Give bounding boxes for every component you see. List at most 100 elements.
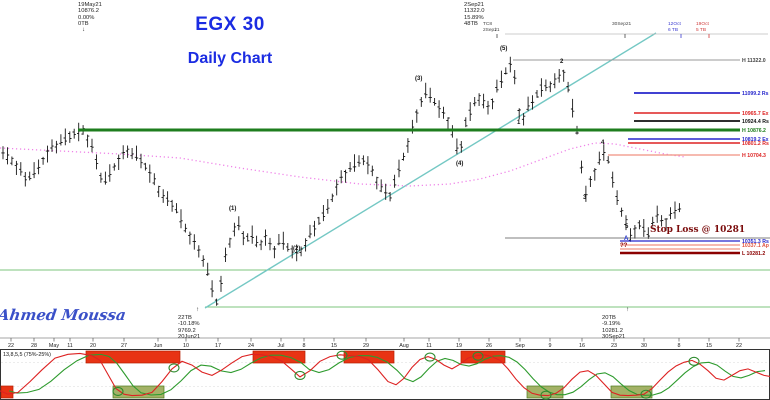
elliott-wave-label: 1 xyxy=(517,120,521,126)
stop-loss-label: Stop Loss @ 10281 xyxy=(650,225,746,235)
pivot-info-line: 10281.2 xyxy=(602,327,623,334)
pivot-info-block: 20TB -9.19% 10281.2 30Sep21 xyxy=(602,315,625,341)
stochastic-oscillator-panel[interactable]: 13,8,5,5 (75%-25%) xyxy=(0,349,770,400)
symbol-title: EGX 30 xyxy=(195,14,265,35)
axis-tick-label: Sep xyxy=(515,343,525,349)
level-label: H 10876.2 xyxy=(742,128,766,134)
elliott-wave-label: 5 xyxy=(625,224,629,230)
axis-tick-label: 30 xyxy=(641,343,647,349)
pivot-info-line: 20TB xyxy=(602,315,616,321)
pivot-info-block: 19May21 10876.2 0.00% 0TB xyxy=(78,2,102,28)
level-label: 11099.2 Rs xyxy=(742,91,769,97)
pivot-info-line: 2Sep21 xyxy=(464,2,484,8)
axis-tick-label: 11 xyxy=(426,343,432,349)
pivot-info-line: 11322.0 xyxy=(464,8,485,15)
pivot-info-block: 22TB -10.18% 9769.2 20Jun21 xyxy=(178,315,200,341)
watermark-signature: Ahmed Moussa xyxy=(0,306,128,324)
elliott-wave-label: A xyxy=(624,236,629,242)
axis-tick-label: 11 xyxy=(67,343,73,349)
pivot-info-line: -9.19% xyxy=(602,321,621,328)
pivot-info-line: 20Jun21 xyxy=(178,334,201,341)
elliott-wave-label: (5) xyxy=(500,46,508,52)
pivot-info-line: 15.89% xyxy=(464,14,484,21)
axis-tick-label: 15 xyxy=(706,343,712,349)
level-label: 10337.1 Ap xyxy=(742,243,769,249)
pivot-info-line: 10876.2 xyxy=(78,8,99,15)
green-support-lines xyxy=(0,269,770,308)
overbought-zone-box xyxy=(252,350,306,364)
axis-tick-label: 24 xyxy=(248,343,254,349)
pivot-info-line: -10.18% xyxy=(178,321,200,328)
chart-title: EGX 30 Daily Chart xyxy=(150,14,310,68)
level-label: 10801.2 Rs xyxy=(742,141,769,147)
pivot-arrow-icon: ↓ xyxy=(82,27,85,33)
crossover-circle xyxy=(472,351,484,361)
time-cycle-label: 2Sep21 xyxy=(483,27,500,33)
uptrend-line xyxy=(204,32,657,309)
pivot-info-line: 0.00% xyxy=(78,14,95,21)
level-label: 10924.4 Rs xyxy=(742,119,769,125)
oscillator-settings-label: 13,8,5,5 (75%-25%) xyxy=(3,352,51,358)
oversold-zone-box xyxy=(526,385,564,399)
axis-tick-label: 15 xyxy=(331,343,337,349)
stochastic-slow-line xyxy=(8,353,766,396)
pivot-info-line: 0TB xyxy=(78,21,89,28)
axis-tick-label: 27 xyxy=(121,343,127,349)
elliott-wave-label: (2) xyxy=(293,246,301,252)
axis-tick-label: 26 xyxy=(486,343,492,349)
moving-average-line xyxy=(0,142,686,187)
pivot-info-block: 2Sep21 11322.0 15.89% 48TB xyxy=(464,2,485,28)
timeframe-title: Daily Chart xyxy=(187,50,273,67)
price-bars xyxy=(1,56,682,306)
time-cycle-label: 5 TB xyxy=(696,27,706,33)
stochastic-fast-line xyxy=(0,352,770,397)
axis-tick-label: Jun xyxy=(154,343,163,349)
crossover-circle xyxy=(336,350,348,360)
pivot-info-line: 9769.2 xyxy=(178,327,196,334)
pivot-info-line: 48TB xyxy=(464,21,478,28)
elliott-wave-label: 4 xyxy=(601,140,605,146)
axis-tick-label: 17 xyxy=(215,343,221,349)
date-axis: 22 28 May 11 20 27 Jun 10 17 24 Jul 8 15 29 Aug 11 19 26 S… xyxy=(0,337,770,349)
elliott-wave-label: (4) xyxy=(456,161,464,167)
axis-tick-label: 20 xyxy=(90,343,96,349)
crossover-circle xyxy=(688,356,700,366)
axis-tick-label: Jul xyxy=(278,343,285,349)
axis-tick-label: 22 xyxy=(736,343,742,349)
pivot-info-line: 19May21 xyxy=(78,2,102,8)
level-label: 10351.3 Rs xyxy=(742,239,769,245)
pivot-info-line: 30Sep21 xyxy=(602,334,626,341)
level-label: H 11322.0 xyxy=(742,58,766,64)
crossover-circle xyxy=(294,370,306,380)
pivot-arrow-icon: ↑ xyxy=(196,307,199,313)
crossover-circle xyxy=(640,389,652,399)
key-levels: H 11322.0 11099.2 Rs 10965.7 Ex 10924.4 Rs H… xyxy=(78,58,770,257)
time-cycle-label: 12Oct xyxy=(668,21,681,27)
level-label: L 10281.2 xyxy=(742,251,765,257)
time-cycle-label: TC8 xyxy=(483,21,492,27)
elliott-wave-label: (3) xyxy=(415,76,423,82)
level-label: 10819.2 Ex xyxy=(742,137,769,143)
elliott-wave-label: (1) xyxy=(229,206,237,212)
elliott-wave-label: 2 xyxy=(560,59,564,65)
pivot-arrow-icon: ↓ xyxy=(494,27,497,33)
crossover-circle xyxy=(112,386,124,396)
axis-tick-label: 9 xyxy=(549,343,552,349)
axis-tick-label: 16 xyxy=(579,343,585,349)
axis-tick-label: 8 xyxy=(678,343,681,349)
level-label: 10965.7 Ex xyxy=(742,111,769,117)
elliott-wave-label: ?? xyxy=(620,243,628,249)
pivot-info-line: 22TB xyxy=(178,315,192,321)
elliott-wave-label: 3 xyxy=(583,195,587,201)
axis-tick-label: May xyxy=(49,343,59,349)
time-cycle-label: 6 TB xyxy=(668,27,678,33)
crossover-circle xyxy=(168,363,180,373)
level-label: H 10704.3 xyxy=(742,153,766,159)
axis-tick-label: 23 xyxy=(611,343,617,349)
crossover-circle xyxy=(540,390,552,400)
time-cycle-label: 19Oct xyxy=(696,21,709,27)
axis-tick-label: 19 xyxy=(456,343,462,349)
